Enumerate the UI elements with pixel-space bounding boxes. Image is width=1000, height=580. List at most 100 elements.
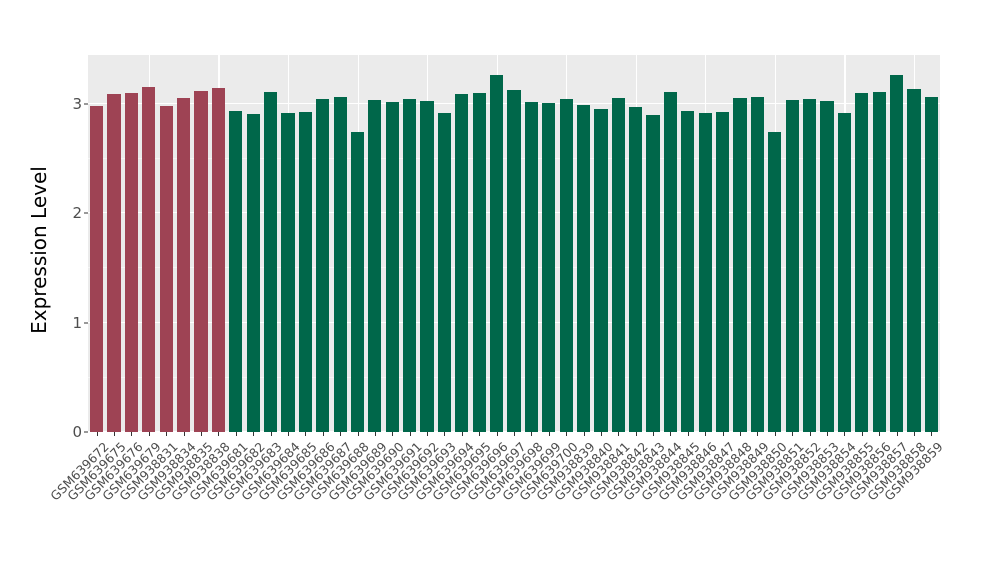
bar (107, 94, 121, 432)
bar (750, 96, 765, 432)
bar (281, 112, 295, 432)
bar (837, 112, 851, 432)
bar (177, 97, 191, 432)
bar (716, 111, 730, 432)
bar (785, 99, 799, 432)
bar (420, 100, 434, 432)
x-axis-tick-mark (896, 432, 898, 436)
x-axis-tick-mark (218, 432, 220, 436)
y-axis-tick-label: 0 (72, 423, 82, 441)
bar (368, 99, 382, 432)
x-axis-tick-mark (305, 432, 307, 436)
x-axis-tick-mark (201, 432, 203, 436)
bar (333, 96, 347, 432)
bar (924, 96, 938, 432)
x-axis-tick-mark (583, 432, 585, 436)
x-axis-tick-mark (514, 432, 515, 436)
x-axis-tick-mark (670, 432, 672, 436)
x-axis-tick-mark (183, 432, 185, 436)
bar (802, 98, 817, 432)
bar (663, 92, 678, 432)
bar (698, 112, 712, 432)
plot-panel (88, 55, 940, 432)
bar (437, 112, 452, 432)
bar (472, 93, 486, 432)
bar (594, 108, 608, 432)
bar-series (88, 55, 940, 432)
x-axis-tick-mark (131, 432, 133, 436)
bar (246, 114, 260, 432)
x-axis-tick-mark (409, 432, 411, 436)
x-axis-tick-mark (705, 432, 707, 436)
x-axis-tick-mark (740, 432, 742, 436)
x-axis-tick-mark (374, 432, 376, 436)
bar (576, 105, 591, 432)
bar (263, 92, 278, 432)
bar (385, 102, 399, 432)
y-axis-tick-mark (84, 212, 88, 214)
bar (629, 107, 643, 432)
x-axis-tick-mark (635, 432, 637, 436)
bar (733, 97, 747, 432)
x-axis-tick-mark (96, 432, 98, 436)
bar (229, 110, 243, 432)
x-axis-tick-mark (809, 432, 811, 436)
x-axis-tick-mark (235, 432, 237, 436)
x-axis-tick-mark (479, 432, 481, 436)
x-axis-labels: GSM639672 GSM639675 GSM639676 GSM639679 GSM9… (47, 437, 946, 577)
bar (768, 131, 782, 432)
bar (681, 110, 695, 432)
x-axis-tick-mark (496, 432, 498, 436)
x-axis-tick-mark (427, 432, 429, 436)
x-axis-tick-mark (548, 432, 550, 436)
x-axis-tick-mark (618, 432, 620, 436)
x-axis-tick-mark (253, 432, 255, 436)
x-axis-tick-mark (340, 432, 342, 436)
x-axis-tick-mark (844, 432, 846, 436)
y-axis-tick-mark (84, 103, 88, 105)
bar (646, 115, 660, 432)
bar (611, 97, 625, 432)
x-axis-tick-mark (166, 432, 168, 436)
bar (559, 98, 573, 432)
y-axis-tick-label: 1 (72, 313, 82, 332)
y-axis-tick-mark (84, 322, 88, 324)
x-axis-tick-mark (687, 432, 689, 436)
bar (194, 91, 208, 432)
bar (298, 111, 312, 432)
x-axis-tick-mark (722, 432, 724, 436)
bar (820, 100, 834, 432)
x-axis-tick-mark (444, 432, 446, 436)
x-axis-tick-mark (792, 432, 794, 436)
x-axis-tick-mark (566, 432, 568, 436)
bar (490, 74, 504, 432)
y-axis-tick-label: 2 (72, 204, 82, 223)
bar (350, 131, 365, 432)
x-axis-tick-mark (392, 432, 394, 436)
bar (159, 106, 173, 432)
x-axis-tick-mark (774, 432, 776, 436)
bar (403, 98, 417, 432)
bar (211, 87, 225, 432)
x-axis-tick-mark (757, 432, 759, 436)
bar (542, 103, 556, 432)
x-axis-tick-mark (461, 432, 463, 436)
bar (124, 93, 139, 432)
bar (855, 93, 869, 432)
x-axis-tick-mark (287, 432, 289, 436)
bar (90, 106, 104, 432)
bar (316, 98, 330, 432)
y-axis-tick-mark (84, 431, 88, 433)
x-axis-tick-mark (114, 432, 116, 436)
bar (907, 88, 921, 432)
x-axis-tick-mark (322, 432, 324, 436)
x-axis-tick-mark (148, 432, 150, 436)
y-axis-title: Expression Level (27, 166, 51, 334)
x-axis-tick-marks (88, 432, 940, 437)
x-axis-tick-mark (826, 432, 828, 436)
x-axis-tick-mark (600, 432, 602, 436)
y-axis: 0 1 2 3 (58, 55, 88, 441)
x-axis-tick-mark (913, 432, 915, 436)
x-axis-tick-mark (931, 432, 933, 436)
